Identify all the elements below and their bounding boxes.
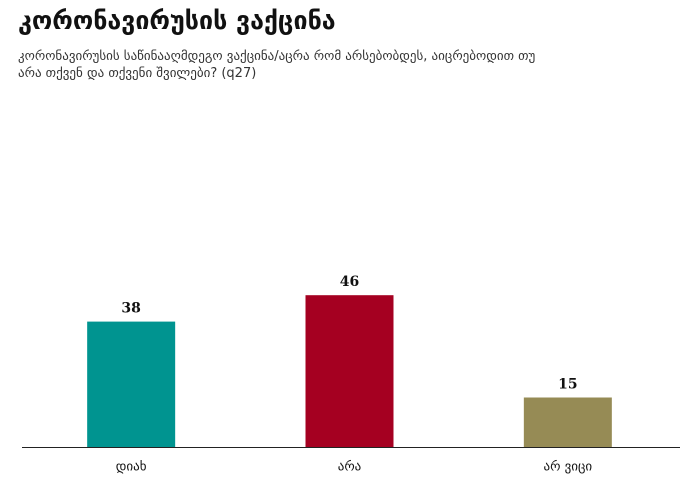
bar (87, 321, 176, 447)
x-tick-label: დიახ (116, 460, 147, 475)
x-tick-label: არა (338, 460, 362, 475)
bar (523, 397, 612, 447)
chart-subtitle: კორონავირუსის საწინააღმდეგო ვაქცინა/აცრა… (18, 49, 536, 81)
chart-title: კორონავირუსის ვაქცინა (18, 6, 336, 35)
x-tick-label: არ ვიცი (544, 460, 593, 475)
bar (305, 295, 394, 447)
value-label: 38 (121, 301, 140, 317)
value-label: 46 (340, 274, 359, 290)
value-label: 15 (558, 377, 577, 393)
